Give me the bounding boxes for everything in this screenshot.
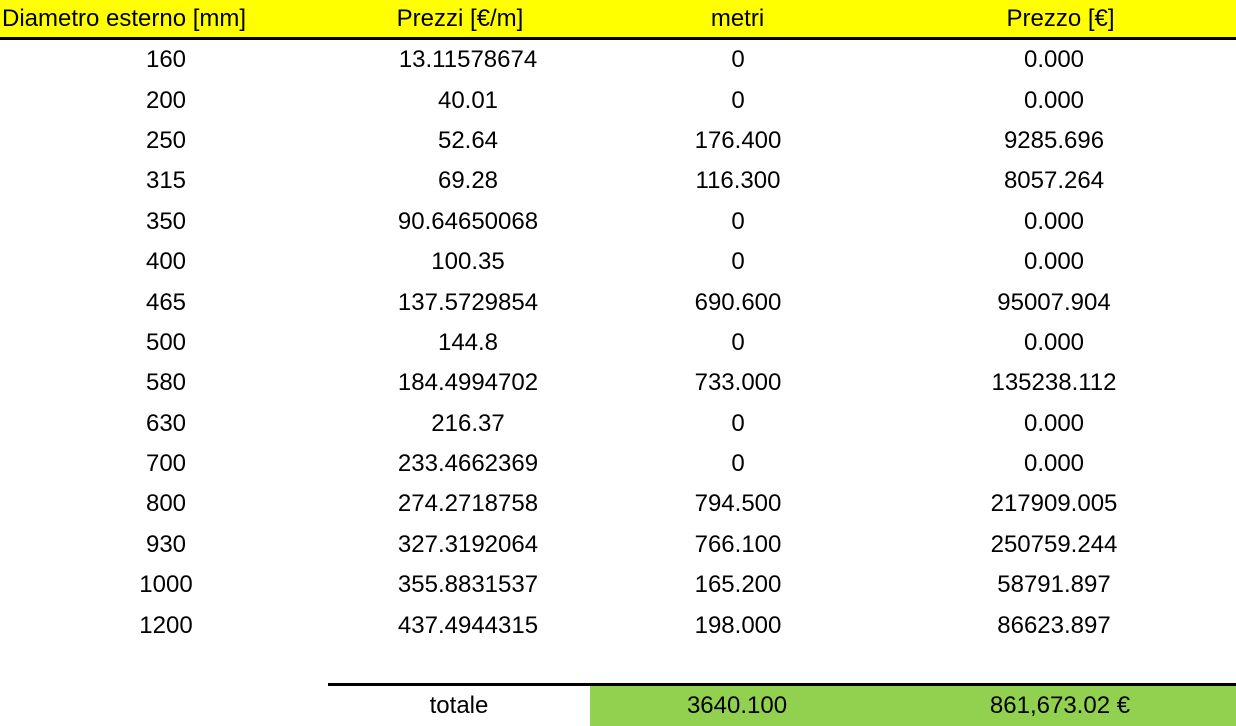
metri-cell[interactable]: 176.400	[694, 126, 782, 154]
prezzi-cell[interactable]: 233.4662369	[397, 450, 539, 478]
prezzo-cell[interactable]: 135238.112	[991, 369, 1117, 397]
diametro-cell[interactable]: 630	[145, 409, 187, 437]
prezzo-cell[interactable]: 0.000	[1023, 248, 1085, 276]
prezzi-cell[interactable]: 437.4944315	[397, 611, 539, 639]
metri-cell[interactable]: 690.600	[694, 288, 782, 316]
metri-cell[interactable]: 198.000	[694, 611, 782, 639]
table-row: 200 40.01 0 0.000	[0, 80, 1236, 120]
prezzi-cell[interactable]: 274.2718758	[397, 490, 539, 518]
header-diametro[interactable]: Diametro esterno [mm]	[2, 4, 247, 32]
header-metri[interactable]: metri	[710, 4, 765, 32]
total-row: totale 3640.100 861,673.02 €	[328, 683, 1236, 726]
metri-cell[interactable]: 0	[731, 46, 745, 74]
prezzi-cell[interactable]: 100.35	[431, 248, 505, 276]
total-prezzo[interactable]: 861,673.02 €	[884, 686, 1236, 726]
diametro-cell[interactable]: 250	[145, 126, 187, 154]
prezzo-cell[interactable]: 58791.897	[997, 571, 1111, 599]
table-row: 350 90.64650068 0 0.000	[0, 202, 1236, 242]
prezzo-cell[interactable]: 8057.264	[1003, 167, 1105, 195]
prezzo-cell[interactable]: 9285.696	[1003, 126, 1105, 154]
diametro-cell[interactable]: 580	[145, 369, 187, 397]
prezzo-cell[interactable]: 217909.005	[990, 490, 1118, 518]
prezzo-cell[interactable]: 0.000	[1023, 409, 1085, 437]
total-label[interactable]: totale	[429, 692, 489, 719]
metri-cell[interactable]: 0	[731, 328, 745, 356]
prezzi-cell[interactable]: 216.37	[431, 409, 505, 437]
prezzi-cell[interactable]: 327.3192064	[397, 530, 539, 558]
prezzi-cell[interactable]: 137.5729854	[397, 288, 539, 316]
diametro-cell[interactable]: 930	[145, 530, 187, 558]
diametro-cell[interactable]: 350	[145, 207, 187, 235]
metri-cell[interactable]: 0	[731, 86, 745, 114]
metri-cell[interactable]: 0	[731, 450, 745, 478]
table-row: 400 100.35 0 0.000	[0, 242, 1236, 282]
prezzo-cell[interactable]: 0.000	[1023, 86, 1085, 114]
prezzo-cell[interactable]: 250759.244	[990, 530, 1118, 558]
diametro-cell[interactable]: 800	[145, 490, 187, 518]
metri-cell[interactable]: 0	[731, 207, 745, 235]
table-row: 160 13.11578674 0 0.000	[0, 40, 1236, 80]
metri-cell[interactable]: 0	[731, 248, 745, 276]
prezzo-cell[interactable]: 0.000	[1023, 450, 1085, 478]
metri-cell[interactable]: 794.500	[694, 490, 782, 518]
diametro-cell[interactable]: 700	[145, 450, 187, 478]
table-row: 630 216.37 0 0.000	[0, 404, 1236, 444]
prezzi-cell[interactable]: 144.8	[437, 328, 499, 356]
prezzi-cell[interactable]: 69.28	[437, 167, 499, 195]
table-row: 1000 355.8831537 165.200 58791.897	[0, 565, 1236, 605]
table-row: 580 184.4994702 733.000 135238.112	[0, 363, 1236, 403]
metri-cell[interactable]: 766.100	[694, 530, 782, 558]
table-row: 465 137.5729854 690.600 95007.904	[0, 282, 1236, 322]
table-row: 500 144.8 0 0.000	[0, 323, 1236, 363]
prezzo-cell[interactable]: 0.000	[1023, 207, 1085, 235]
prezzo-cell[interactable]: 0.000	[1023, 328, 1085, 356]
diametro-cell[interactable]: 1000	[139, 571, 193, 599]
table-row: 800 274.2718758 794.500 217909.005	[0, 484, 1236, 524]
prezzi-cell[interactable]: 52.64	[437, 126, 499, 154]
diametro-cell[interactable]: 160	[145, 46, 187, 74]
table-row: 315 69.28 116.300 8057.264	[0, 161, 1236, 201]
metri-cell[interactable]: 733.000	[694, 369, 782, 397]
prezzi-cell[interactable]: 90.64650068	[397, 207, 539, 235]
prezzo-cell[interactable]: 95007.904	[997, 288, 1111, 316]
table-row: 930 327.3192064 766.100 250759.244	[0, 525, 1236, 565]
prezzi-cell[interactable]: 40.01	[437, 86, 499, 114]
diametro-cell[interactable]: 500	[145, 328, 187, 356]
diametro-cell[interactable]: 200	[145, 86, 187, 114]
diametro-cell[interactable]: 1200	[139, 611, 193, 639]
header-prezzo[interactable]: Prezzo [€]	[1006, 4, 1115, 32]
prezzi-cell[interactable]: 355.8831537	[397, 571, 539, 599]
total-metri[interactable]: 3640.100	[590, 686, 884, 726]
diametro-cell[interactable]: 465	[145, 288, 187, 316]
prezzi-cell[interactable]: 13.11578674	[398, 46, 538, 74]
metri-cell[interactable]: 0	[731, 409, 745, 437]
table-body: 160 13.11578674 0 0.000 200 40.01 0 0.000 250 52.…	[0, 40, 1236, 646]
table-row: 700 233.4662369 0 0.000	[0, 444, 1236, 484]
prezzo-cell[interactable]: 0.000	[1023, 46, 1085, 74]
prezzo-cell[interactable]: 86623.897	[997, 611, 1111, 639]
header-prezzi-al-metro[interactable]: Prezzi [€/m]	[396, 4, 524, 32]
diametro-cell[interactable]: 400	[145, 248, 187, 276]
header-row: Diametro esterno [mm] Prezzi [€/m] metri…	[0, 0, 1236, 40]
metri-cell[interactable]: 165.200	[694, 571, 782, 599]
metri-cell[interactable]: 116.300	[695, 167, 781, 195]
table-row: 250 52.64 176.400 9285.696	[0, 121, 1236, 161]
table-row: 1200 437.4944315 198.000 86623.897	[0, 605, 1236, 645]
prezzi-cell[interactable]: 184.4994702	[397, 369, 539, 397]
diametro-cell[interactable]: 315	[145, 167, 187, 195]
